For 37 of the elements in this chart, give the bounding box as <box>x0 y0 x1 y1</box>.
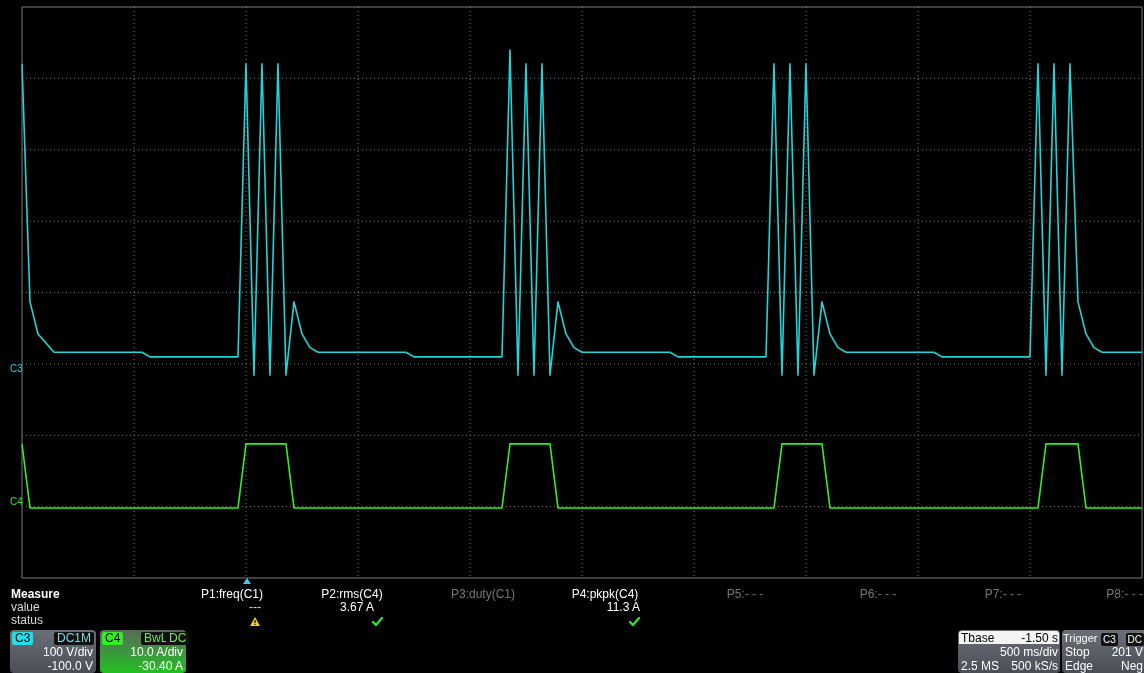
text: -1.50 s <box>1021 631 1058 645</box>
text: P2:rms(C4) <box>321 587 383 601</box>
text: P4:pkpk(C4) <box>571 587 639 601</box>
text: P5:- - - <box>726 587 764 601</box>
text: Trigger <box>1063 632 1098 645</box>
text: 500 ms/div <box>999 645 1058 659</box>
text: P1:freq(C1) <box>200 587 264 601</box>
text: C3 <box>1101 633 1118 646</box>
text: P7:- - - <box>984 587 1022 601</box>
text: C3 <box>12 631 34 645</box>
text: DC <box>166 631 190 645</box>
text: 3.67 A <box>339 600 374 614</box>
text: 11.3 A <box>606 600 640 614</box>
text: DC <box>1125 633 1144 646</box>
text: 10.0 A/div <box>130 645 183 659</box>
text: C3 <box>10 362 24 374</box>
text: P6:- - - <box>859 587 897 601</box>
text: -30.40 A <box>138 659 183 673</box>
text: 500 kS/s <box>1011 659 1058 673</box>
text: Measure <box>11 587 60 601</box>
text: status <box>11 613 44 627</box>
text: --- <box>249 600 261 614</box>
text: 2.5 MS <box>961 659 1000 673</box>
text: C4 <box>102 631 124 645</box>
text: BwL <box>141 631 171 645</box>
text: Edge <box>1065 659 1094 673</box>
text: P3:duty(C1) <box>450 587 516 601</box>
text: 100 V/div <box>42 645 93 659</box>
text: Neg <box>1120 659 1143 673</box>
text: P8:- - - <box>1106 587 1143 601</box>
text: value <box>11 600 40 614</box>
text: -100.0 V <box>47 659 93 673</box>
series-label: C4 <box>10 495 24 507</box>
text: 201 V <box>1111 645 1143 659</box>
text: Stop <box>1065 645 1090 659</box>
text: DC1M <box>53 631 94 645</box>
text: Tbase <box>961 631 995 645</box>
